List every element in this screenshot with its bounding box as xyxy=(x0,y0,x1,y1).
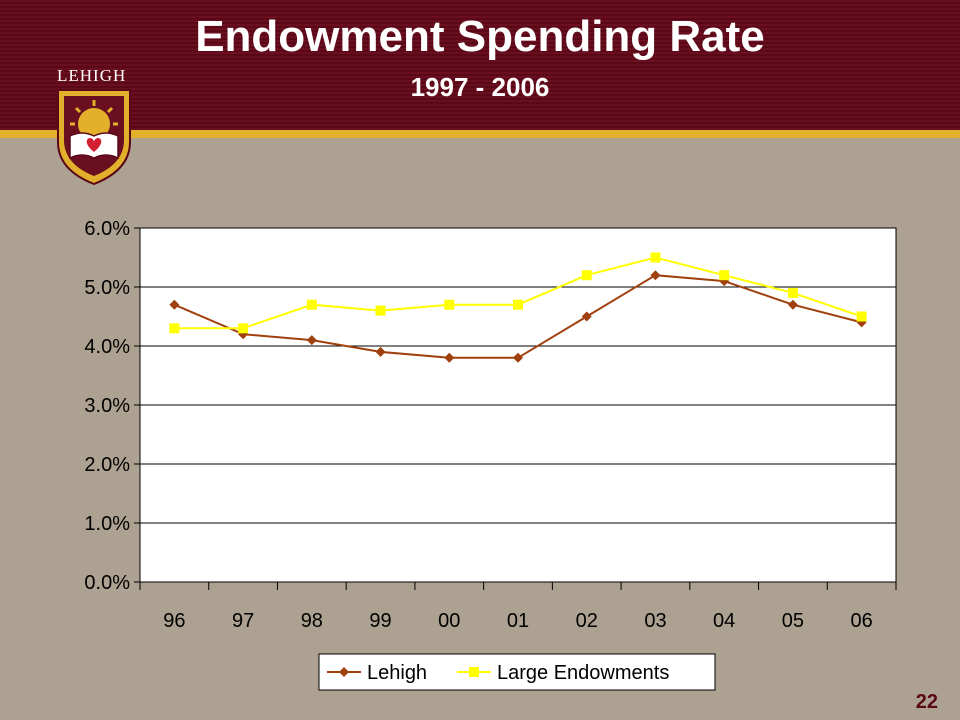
x-tick-label: 01 xyxy=(507,610,529,632)
large-endowments-point xyxy=(444,299,455,310)
x-tick-label: 06 xyxy=(851,610,873,632)
x-tick-label: 05 xyxy=(782,610,804,632)
x-tick-label: 03 xyxy=(644,610,666,632)
x-tick-label: 02 xyxy=(576,610,598,632)
y-tick-label: 4.0% xyxy=(84,336,130,358)
x-tick-label: 99 xyxy=(369,610,391,632)
x-tick-label: 98 xyxy=(301,610,323,632)
lehigh-point xyxy=(787,299,798,310)
legend-marker xyxy=(469,667,479,677)
slide-subtitle: 1997 - 2006 xyxy=(410,72,550,102)
y-tick-label: 6.0% xyxy=(84,218,130,240)
large-endowments-point xyxy=(306,299,317,310)
legend-label: Lehigh xyxy=(367,662,427,684)
lehigh-point xyxy=(581,311,592,322)
y-tick-label: 1.0% xyxy=(84,513,130,535)
large-endowments-point xyxy=(650,252,661,263)
legend-box xyxy=(318,653,716,691)
lehigh-point xyxy=(513,352,523,363)
lehigh-point xyxy=(650,270,661,281)
y-tick-label: 0.0% xyxy=(84,572,130,594)
large-endowments-point xyxy=(719,270,730,281)
large-endowments-point xyxy=(581,270,592,281)
page-number: 22 xyxy=(915,691,938,713)
large-endowments-point xyxy=(513,299,523,310)
legend-label: Large Endowments xyxy=(497,662,669,684)
x-tick-label: 00 xyxy=(438,610,460,632)
accent-stripe xyxy=(0,130,960,138)
lehigh-point xyxy=(306,335,317,346)
lehigh-shield-logo xyxy=(57,89,131,186)
x-tick-label: 04 xyxy=(713,610,735,632)
x-tick-label: 97 xyxy=(232,610,254,632)
y-tick-label: 2.0% xyxy=(84,454,130,476)
slide-title: Endowment Spending Rate xyxy=(195,12,765,61)
x-tick-label: 96 xyxy=(163,610,185,632)
legend-marker xyxy=(339,667,349,677)
y-tick-label: 3.0% xyxy=(84,395,130,417)
logo-wordmark: LEHIGH xyxy=(57,66,127,85)
large-endowments-point xyxy=(238,323,249,334)
slide-header xyxy=(0,0,960,130)
large-endowments-point xyxy=(375,305,386,316)
large-endowments-point xyxy=(787,287,798,298)
lehigh-point xyxy=(444,352,455,363)
lehigh-point xyxy=(169,299,180,310)
large-endowments-point xyxy=(856,311,867,322)
lehigh-point xyxy=(375,346,386,357)
y-tick-label: 5.0% xyxy=(84,277,130,299)
large-endowments-point xyxy=(169,323,180,334)
